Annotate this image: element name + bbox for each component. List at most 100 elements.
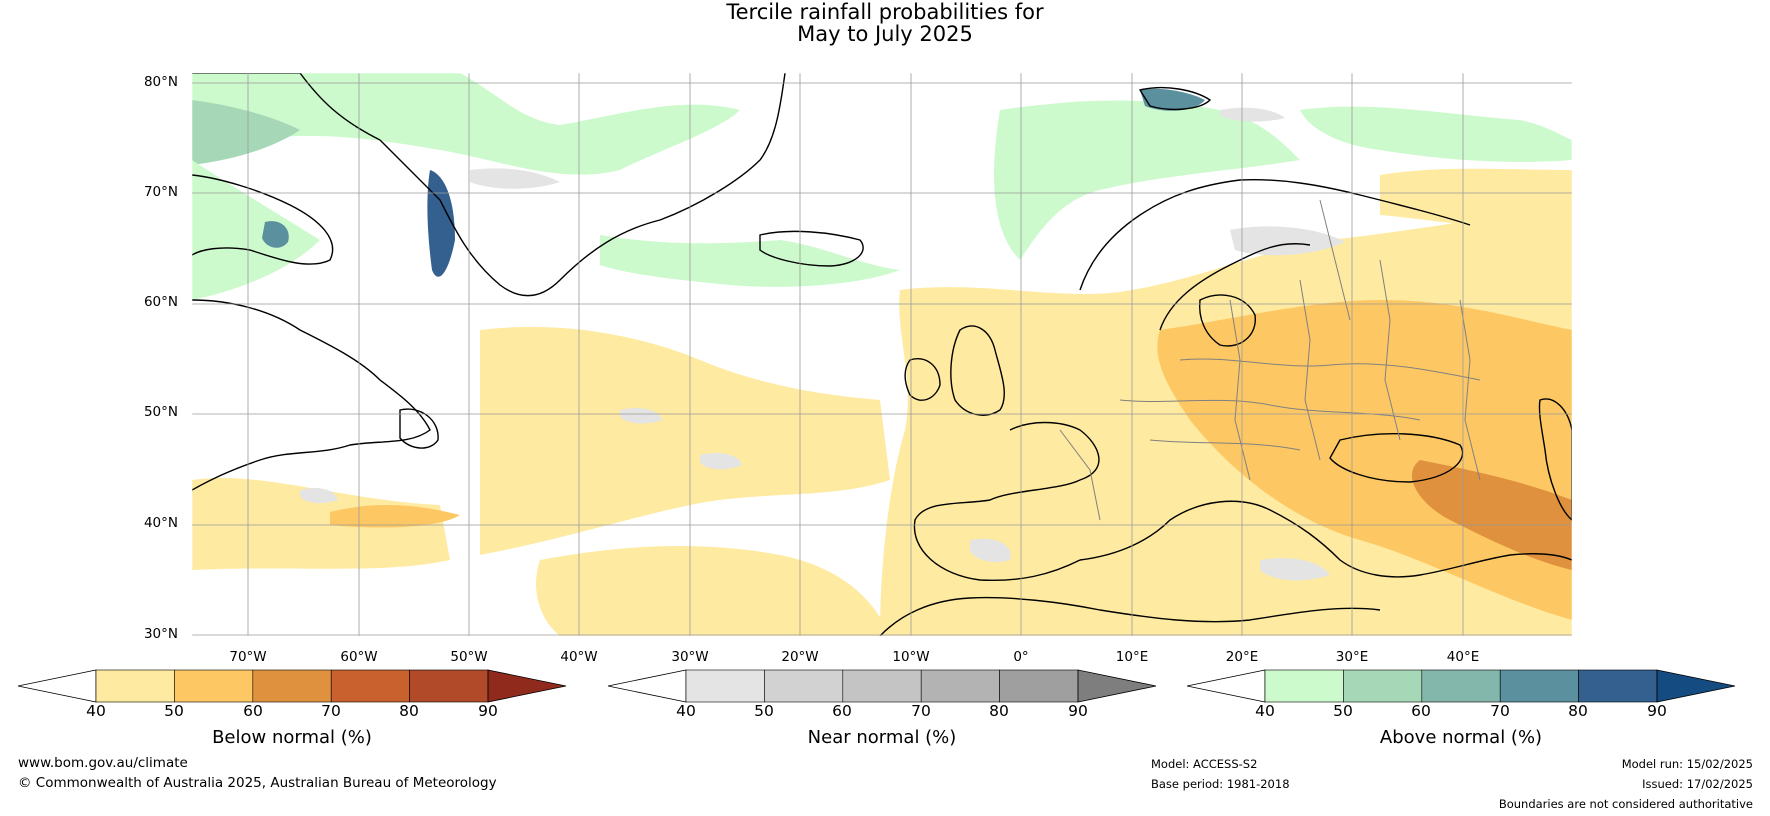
above-normal-extend-high [1656,669,1736,703]
near-normal-extend-high [1077,669,1157,703]
greenland-north-coast [192,73,381,141]
lat-label-60n: 60°N [143,294,178,310]
below-normal-colorbar-title: Below normal (%) [212,727,372,748]
above-normal-colorbar-box [1578,669,1658,703]
iceland [759,230,864,267]
above-normal-hudson-strait [192,100,300,165]
above-normal-colorbar-box [1264,669,1344,703]
base-period: Base period: 1981-2018 [1151,777,1290,791]
below-normal-west-area [192,477,450,570]
map-frame [191,72,1573,637]
graticule [192,73,1572,636]
north-africa-coast [879,596,1381,636]
issued-date: Issued: 17/02/2025 [1642,777,1753,791]
near-normal-colorbar-box [764,669,844,703]
above-normal-arctic-area [192,73,740,175]
lat-label-50n: 50°N [143,404,178,420]
above-tick-60: 60 [1411,702,1431,720]
above-normal-colorbar [1186,669,1736,703]
above-normal-svalbard [1140,88,1205,111]
model-name: Model: ACCESS-S2 [1151,757,1258,771]
above-normal-greenland-sea [600,235,900,287]
below-normal-extend-high [487,669,567,703]
below-normal-colorbar-box [330,669,410,703]
below-normal-atlantic-band [330,504,460,528]
lon-label-20w: 20°W [781,649,819,665]
near-normal-patch-5 [970,538,1011,563]
near-normal-patch-8 [620,408,662,424]
lon-label-10w: 10°W [892,649,930,665]
near-normal-patch-2 [1230,226,1345,256]
below-normal-colorbar [17,669,567,703]
lon-label-30w: 30°W [671,649,709,665]
colorbars [17,669,1736,703]
near-normal-patch-4 [300,488,338,504]
lon-label-50w: 50°W [450,649,488,665]
scandinavia-coast [1079,178,1471,331]
near-normal-patch-1 [470,168,560,189]
baffin-island [192,174,334,265]
near-tick-80: 80 [989,702,1009,720]
newfoundland [399,408,439,449]
below-tick-90: 90 [478,702,498,720]
lon-label-40w: 40°W [560,649,598,665]
below-tick-70: 70 [321,702,341,720]
below-normal-east-strong [1411,460,1572,570]
above-tick-90: 90 [1647,702,1667,720]
map-title-line1: Tercile rainfall probabilities for [726,0,1044,24]
below-normal-southwest-area [536,545,890,636]
above-normal-scandinavia-north [994,100,1300,260]
lon-label-70w: 70°W [229,649,267,665]
near-tick-50: 50 [754,702,774,720]
above-normal-west-labrador [192,160,320,300]
lon-label-30e: 30°E [1335,649,1369,665]
europe-west-coast [913,421,1100,582]
ireland [904,358,941,401]
lat-label-30n: 30°N [143,626,178,642]
boundaries-disclaimer: Boundaries are not considered authoritat… [1498,797,1753,811]
mediterranean-coast [1079,500,1572,578]
near-tick-40: 40 [676,702,696,720]
greenland-west-coast [379,73,786,297]
below-normal-extend-low [17,669,97,703]
above-normal-colorbar-box [1499,669,1579,703]
lon-label-40e: 40°E [1446,649,1480,665]
great-britain [950,325,1005,416]
near-normal-patch-7 [1260,558,1330,581]
lon-label-0: 0° [1013,649,1029,665]
above-normal-east-arctic [1300,106,1572,162]
lon-label-20e: 20°E [1225,649,1259,665]
copyright-text: © Commonwealth of Australia 2025, Austra… [18,775,497,791]
near-normal-extend-low [607,669,687,703]
svalbard-coast [1138,86,1212,111]
below-tick-80: 80 [399,702,419,720]
labrador-coast [192,299,431,491]
lat-label-40n: 40°N [143,515,178,531]
model-run-date: Model run: 15/02/2025 [1621,757,1753,771]
above-normal-dark-greenland [427,170,455,277]
probability-shading [192,73,1572,636]
website-link[interactable]: www.bom.gov.au/climate [18,755,188,771]
below-tick-50: 50 [164,702,184,720]
near-tick-60: 60 [832,702,852,720]
above-normal-colorbar-box [1343,669,1423,703]
lat-label-70n: 70°N [143,184,178,200]
near-tick-70: 70 [911,702,931,720]
below-normal-north-patch [1380,168,1572,229]
below-normal-colorbar-box [252,669,332,703]
near-normal-colorbar-box [999,669,1079,703]
above-tick-80: 80 [1568,702,1588,720]
above-normal-colorbar-box [1421,669,1501,703]
above-tick-50: 50 [1333,702,1353,720]
above-normal-dark-baffin [262,221,289,248]
near-normal-patch-3 [1220,107,1285,122]
near-tick-90: 90 [1068,702,1088,720]
above-tick-70: 70 [1490,702,1510,720]
above-normal-extend-low [1186,669,1266,703]
caspian-sea [1538,398,1572,521]
below-normal-colorbar-box [409,669,489,703]
below-tick-40: 40 [86,702,106,720]
near-normal-patch-6 [700,453,742,470]
near-normal-colorbar [607,669,1157,703]
